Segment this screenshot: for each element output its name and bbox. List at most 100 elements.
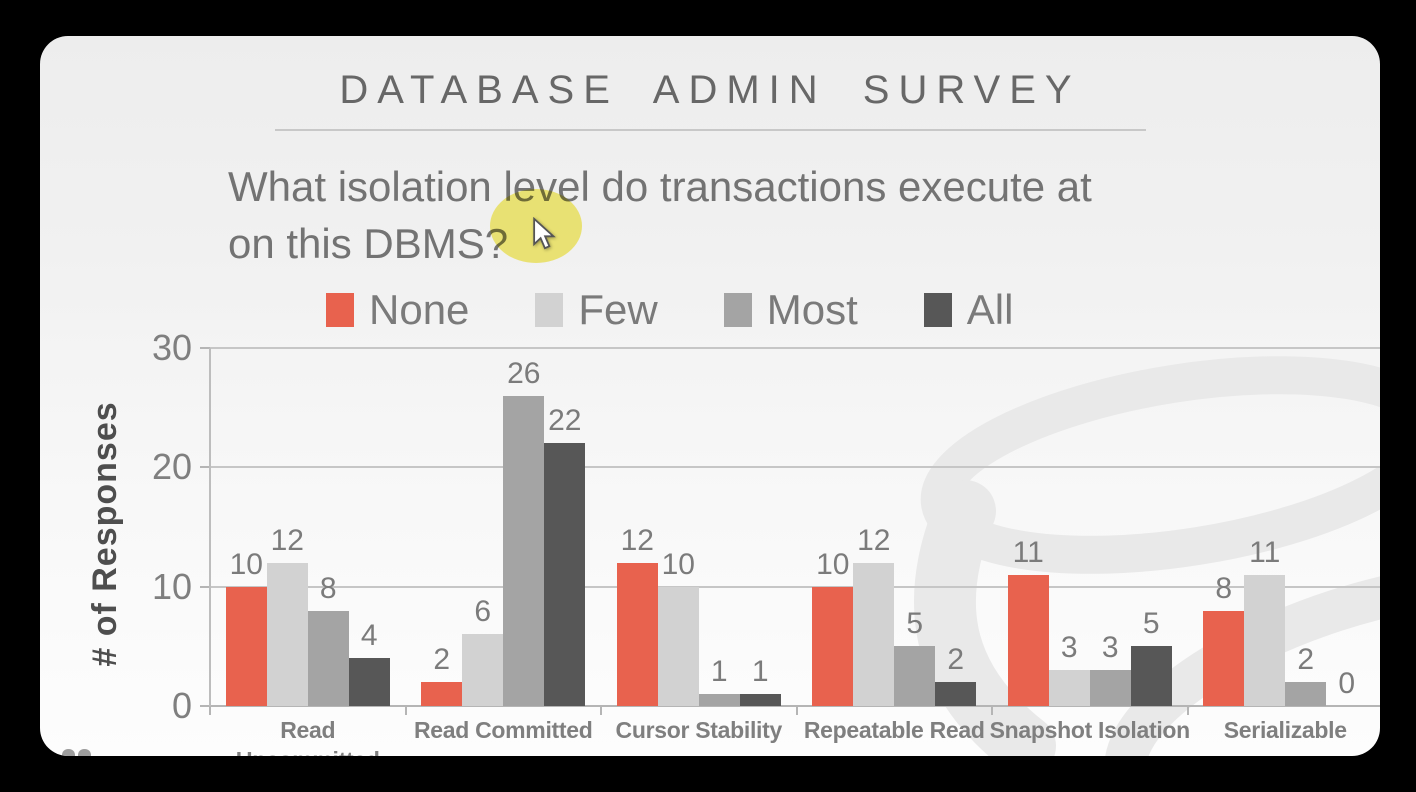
slide-title: DATABASE ADMIN SURVEY [339, 68, 1081, 112]
category-label-line: Repeatable Read [803, 717, 985, 743]
bar-most-snapshot-isolation [1089, 670, 1131, 706]
value-label-most-repeatable-read: 5 [906, 607, 924, 641]
value-label-few-cursor-stability: 10 [661, 547, 695, 581]
clipped-text-fragment [62, 749, 75, 756]
value-label-few-serializable: 11 [1249, 535, 1281, 569]
value-label-few-read-uncommitted: 12 [270, 523, 304, 557]
category-label-serializable: Serializable [1155, 715, 1380, 745]
value-label-all-repeatable-read: 2 [947, 643, 965, 677]
value-label-few-read-committed: 6 [474, 595, 492, 629]
bar-few-cursor-stability [657, 586, 699, 706]
question-line-1: What isolation level do transactions exe… [228, 163, 1092, 210]
value-label-none-read-uncommitted: 10 [229, 547, 263, 581]
legend-swatch-all [923, 293, 952, 327]
category-label-read-committed: Read Committed [373, 715, 633, 745]
value-label-none-serializable: 8 [1215, 571, 1233, 605]
bar-few-serializable [1244, 574, 1286, 706]
value-label-most-serializable: 2 [1297, 643, 1315, 677]
x-tick-2 [600, 706, 602, 715]
category-label-snapshot-isolation: Snapshot Isolation [960, 715, 1220, 745]
legend-label: None [369, 286, 470, 333]
y-tick-0 [200, 705, 210, 707]
legend-swatch-most [723, 293, 752, 327]
y-axis-line [209, 348, 211, 715]
gridline-30 [210, 347, 1380, 349]
y-tick-label-10: 10 [151, 565, 192, 607]
bar-all-snapshot-isolation [1130, 646, 1172, 706]
category-label-line: Cursor Stability [615, 717, 783, 743]
question-text: What isolation level do transactions exe… [228, 158, 1092, 272]
legend-item-most: Most [723, 286, 858, 334]
legend-swatch-few [535, 293, 564, 327]
y-axis-title: # of Responses [86, 401, 124, 667]
category-label-line: Read Committed [413, 717, 593, 743]
value-label-all-read-uncommitted: 4 [360, 619, 378, 653]
value-label-none-cursor-stability: 12 [620, 523, 654, 557]
bar-few-read-uncommitted [266, 562, 308, 706]
mouse-cursor [533, 217, 556, 250]
value-label-all-cursor-stability: 1 [751, 655, 769, 689]
gridline-20 [210, 466, 1380, 469]
legend-item-none: None [326, 286, 469, 334]
value-label-most-cursor-stability: 1 [710, 655, 728, 689]
value-label-most-read-committed: 26 [507, 356, 541, 390]
category-label-line: Serializable [1223, 717, 1347, 743]
bar-none-serializable [1203, 610, 1245, 706]
legend-label: Most [766, 286, 858, 333]
bar-none-cursor-stability [616, 562, 658, 706]
x-tick-3 [795, 706, 798, 715]
y-tick-label-0: 0 [171, 685, 192, 726]
value-label-all-snapshot-isolation: 5 [1142, 607, 1160, 641]
bar-none-read-committed [421, 682, 463, 706]
x-tick-5 [1186, 706, 1189, 715]
y-tick-10 [200, 585, 210, 588]
value-label-none-repeatable-read: 10 [816, 547, 850, 581]
legend-swatch-none [326, 293, 354, 327]
bar-few-read-committed [462, 634, 504, 706]
y-tick-30 [200, 347, 210, 349]
clipped-text-fragment [78, 749, 91, 756]
bar-all-read-uncommitted [348, 658, 390, 706]
bar-most-serializable [1285, 682, 1327, 706]
y-tick-20 [200, 466, 210, 469]
bar-none-snapshot-isolation [1007, 574, 1049, 706]
x-tick-0 [209, 706, 211, 715]
question-line-2: on this DBMS? [228, 220, 509, 267]
category-label-line: Read [280, 717, 336, 743]
bar-all-repeatable-read [935, 682, 977, 706]
gridline-10 [210, 585, 1380, 588]
bar-most-cursor-stability [698, 694, 740, 706]
value-label-all-serializable: 0 [1338, 667, 1356, 700]
value-label-most-snapshot-isolation: 3 [1101, 631, 1119, 665]
value-label-none-read-committed: 2 [433, 643, 451, 677]
chart-legend: None Few Most All [326, 286, 1013, 334]
category-label-line: Snapshot Isolation [989, 717, 1191, 743]
category-label-line: Uncommitted [178, 745, 438, 756]
title-divider [275, 129, 1146, 131]
bar-all-cursor-stability [739, 694, 781, 706]
bar-few-repeatable-read [853, 562, 895, 706]
bar-most-read-uncommitted [307, 610, 349, 706]
legend-item-few: Few [535, 286, 658, 334]
bar-none-repeatable-read [812, 586, 854, 706]
value-label-few-snapshot-isolation: 3 [1060, 631, 1078, 665]
slide: DATABASE ADMIN SURVEY What isolation lev… [40, 36, 1380, 756]
bar-most-read-committed [503, 395, 545, 706]
category-label-cursor-stability: Cursor Stability [569, 715, 829, 745]
y-tick-label-30: 30 [151, 327, 192, 368]
value-label-all-read-committed: 22 [548, 404, 582, 438]
value-label-none-snapshot-isolation: 11 [1012, 535, 1044, 569]
legend-label: Few [578, 286, 658, 333]
database-logo-watermark [913, 356, 1380, 756]
bar-most-repeatable-read [894, 646, 936, 706]
x-tick-4 [991, 706, 993, 715]
category-label-repeatable-read: Repeatable Read [764, 715, 1024, 745]
category-label-read-uncommitted: Read Uncommitted [178, 715, 438, 756]
value-label-most-read-uncommitted: 8 [319, 571, 337, 605]
x-axis-line [210, 705, 1380, 707]
bar-none-read-uncommitted [225, 586, 267, 706]
x-tick-1 [404, 706, 407, 715]
value-label-few-repeatable-read: 12 [857, 523, 891, 557]
legend-label: All [966, 286, 1014, 333]
